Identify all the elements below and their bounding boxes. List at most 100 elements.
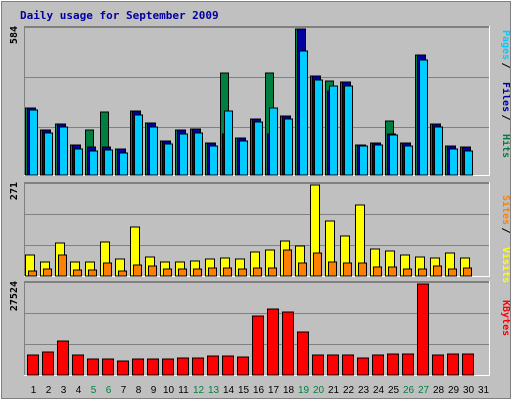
- bar-pages-day-17: [269, 107, 278, 176]
- bar-sites-day-17: [268, 267, 277, 277]
- max-value-label-top: 584: [9, 26, 20, 44]
- bar-pages-day-22: [344, 85, 353, 176]
- bar-pages-day-28: [434, 126, 443, 176]
- bar-sites-day-1: [28, 270, 37, 277]
- x-tick-label-day-6: 6: [106, 385, 112, 396]
- bar-kbytes-day-4: [72, 354, 84, 376]
- bar-kbytes-day-17: [267, 308, 279, 376]
- panel-bottom: 27524 KBytes: [9, 281, 511, 376]
- bar-pages-day-26: [404, 145, 413, 176]
- x-tick-label-day-30: 30: [463, 385, 475, 396]
- bar-kbytes-day-7: [117, 360, 129, 376]
- legend-pages: Pages: [500, 30, 511, 60]
- bar-pages-day-23: [359, 145, 368, 176]
- x-tick-label-day-20: 20: [313, 385, 325, 396]
- bar-pages-day-12: [194, 132, 203, 176]
- bar-kbytes-day-26: [402, 353, 414, 376]
- bar-kbytes-day-1: [27, 354, 39, 376]
- bar-kbytes-day-19: [297, 331, 309, 376]
- legend-hits: Hits: [500, 134, 512, 158]
- bar-sites-day-29: [448, 268, 457, 277]
- bar-pages-day-15: [239, 140, 248, 176]
- bar-sites-day-18: [283, 249, 292, 277]
- bar-kbytes-day-5: [87, 358, 99, 376]
- x-tick-label-day-12: 12: [193, 385, 205, 396]
- bar-pages-day-21: [329, 85, 338, 176]
- bar-pages-day-14: [224, 110, 233, 176]
- bar-sites-day-20: [313, 252, 322, 277]
- bar-pages-day-13: [209, 145, 218, 176]
- bar-sites-day-30: [463, 267, 472, 277]
- bar-sites-day-16: [253, 267, 262, 277]
- bar-sites-day-6: [103, 262, 112, 277]
- bar-sites-day-23: [358, 262, 367, 277]
- bar-pages-day-10: [164, 143, 173, 176]
- panel-top: 584 Pages / Files / Hits: [9, 26, 512, 176]
- bar-kbytes-day-30: [462, 353, 474, 376]
- bar-sites-day-19: [298, 262, 307, 277]
- bar-sites-day-21: [328, 261, 337, 277]
- bar-sites-day-8: [133, 264, 142, 277]
- bar-pages-day-20: [314, 79, 323, 176]
- legend-files: Files: [500, 82, 512, 112]
- bar-pages-day-5: [89, 150, 98, 176]
- bar-kbytes-day-27: [417, 283, 429, 376]
- bar-sites-day-14: [223, 267, 232, 277]
- bar-sites-day-9: [148, 265, 157, 277]
- bar-pages-day-7: [119, 152, 128, 176]
- bar-sites-day-15: [238, 268, 247, 277]
- x-tick-label-day-11: 11: [178, 385, 189, 396]
- x-tick-label-day-2: 2: [46, 385, 52, 396]
- x-tick-label-day-13: 13: [208, 385, 220, 396]
- max-value-label-middle: 271: [9, 182, 20, 200]
- x-tick-label-day-15: 15: [238, 385, 250, 396]
- x-tick-label-day-19: 19: [298, 385, 310, 396]
- bar-kbytes-day-20: [312, 354, 324, 376]
- x-tick-label-day-31: 31: [478, 385, 490, 396]
- bar-pages-day-4: [74, 148, 83, 176]
- panel-middle: 271 Sites / Visits: [9, 182, 512, 283]
- bar-kbytes-day-15: [237, 356, 249, 376]
- x-tick-label-day-4: 4: [76, 385, 82, 396]
- bar-sites-day-28: [433, 265, 442, 277]
- legend-separator: /: [500, 63, 511, 69]
- bar-kbytes-day-10: [162, 358, 174, 376]
- series-sites: [28, 249, 472, 277]
- bar-kbytes-day-22: [342, 354, 354, 376]
- bar-kbytes-day-21: [327, 354, 339, 376]
- series-kbytes: [27, 283, 474, 376]
- x-tick-label-day-22: 22: [343, 385, 355, 396]
- bar-kbytes-day-29: [447, 353, 459, 376]
- max-value-label-bottom: 27524: [9, 281, 20, 311]
- x-tick-label-day-7: 7: [121, 385, 127, 396]
- bar-pages-day-3: [59, 126, 68, 176]
- bar-pages-day-11: [179, 133, 188, 176]
- bar-sites-day-3: [58, 254, 67, 277]
- bar-pages-day-24: [374, 144, 383, 176]
- bar-sites-day-27: [418, 268, 427, 277]
- bar-pages-day-25: [389, 134, 398, 176]
- x-tick-label-day-21: 21: [328, 385, 340, 396]
- bar-sites-day-10: [163, 268, 172, 277]
- bar-pages-day-16: [254, 121, 263, 176]
- bar-kbytes-day-14: [222, 355, 234, 376]
- bar-pages-day-27: [419, 59, 428, 176]
- bar-kbytes-day-25: [387, 353, 399, 376]
- legend-separator: /: [500, 115, 511, 121]
- x-tick-label-day-25: 25: [388, 385, 400, 396]
- bar-sites-day-13: [208, 267, 217, 277]
- bar-kbytes-day-3: [57, 340, 69, 376]
- bar-pages-day-1: [29, 109, 38, 176]
- bar-pages-day-19: [299, 50, 308, 176]
- x-tick-label-day-9: 9: [151, 385, 157, 396]
- x-tick-label-day-27: 27: [418, 385, 430, 396]
- chart-title: Daily usage for September 2009: [20, 9, 219, 22]
- bar-pages-day-18: [284, 118, 293, 176]
- legend-visits: Visits: [500, 247, 512, 283]
- x-tick-label-day-8: 8: [136, 385, 142, 396]
- bar-kbytes-day-13: [207, 355, 219, 376]
- bar-pages-day-8: [134, 114, 143, 176]
- bar-kbytes-day-8: [132, 358, 144, 376]
- bar-sites-day-24: [373, 266, 382, 277]
